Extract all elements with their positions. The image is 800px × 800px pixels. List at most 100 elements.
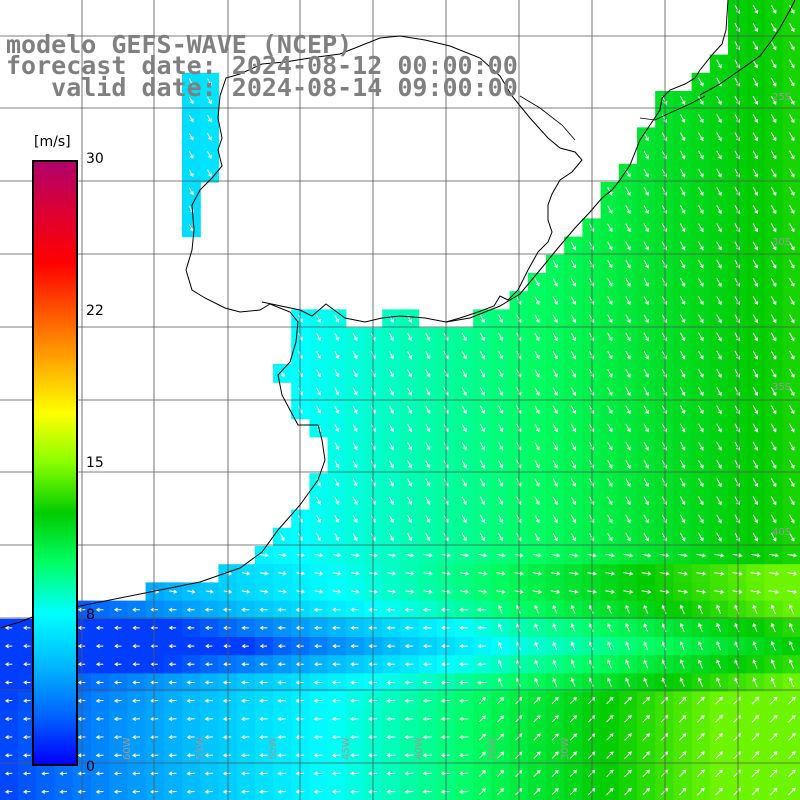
wind-arrow bbox=[278, 571, 287, 576]
wind-arrow bbox=[534, 296, 540, 305]
wind-arrow bbox=[607, 241, 613, 251]
wind-arrow bbox=[587, 571, 597, 576]
wind-arrow bbox=[404, 735, 414, 740]
wind-arrow bbox=[4, 735, 13, 740]
wind-arrow bbox=[551, 769, 559, 777]
wind-arrow bbox=[605, 553, 615, 558]
wind-arrow bbox=[750, 553, 761, 558]
wind-arrow bbox=[716, 423, 722, 433]
wind-arrow bbox=[4, 680, 13, 685]
wind-arrow bbox=[679, 332, 686, 342]
wind-arrow bbox=[625, 659, 631, 669]
wind-arrow bbox=[570, 350, 576, 360]
wind-arrow bbox=[423, 589, 433, 594]
wind-arrow bbox=[606, 751, 614, 759]
wind-arrow bbox=[698, 441, 704, 451]
wind-arrow bbox=[95, 607, 104, 612]
wind-arrow bbox=[316, 478, 322, 487]
wind-arrow bbox=[679, 150, 686, 160]
wind-arrow bbox=[407, 387, 413, 396]
wind-arrow bbox=[404, 716, 414, 722]
wind-arrow bbox=[534, 532, 540, 542]
wind-arrow bbox=[643, 314, 649, 324]
wind-arrow bbox=[552, 496, 558, 506]
wind-arrow bbox=[789, 277, 795, 287]
wind-arrow bbox=[188, 96, 194, 105]
wind-arrow bbox=[752, 423, 759, 433]
wind-arrow bbox=[132, 625, 140, 631]
wind-arrow bbox=[404, 643, 414, 649]
wind-arrow bbox=[241, 789, 250, 794]
wind-arrow bbox=[407, 369, 413, 378]
wind-arrow bbox=[534, 332, 540, 342]
wind-arrow bbox=[316, 369, 322, 378]
wind-arrow bbox=[478, 589, 488, 594]
wind-arrow bbox=[260, 571, 269, 576]
wind-arrow bbox=[388, 496, 394, 505]
wind-arrow bbox=[422, 789, 432, 794]
wind-arrow bbox=[404, 698, 414, 703]
wind-arrow bbox=[334, 478, 340, 487]
longitude-label: 55W bbox=[195, 737, 206, 760]
wind-arrow bbox=[113, 607, 122, 612]
wind-arrow bbox=[497, 787, 505, 796]
wind-arrow bbox=[570, 387, 576, 396]
wind-arrow bbox=[661, 641, 667, 651]
wind-arrow bbox=[404, 771, 414, 776]
wind-arrow bbox=[716, 314, 722, 324]
wind-arrow bbox=[696, 696, 705, 705]
wind-arrow bbox=[205, 662, 213, 667]
wind-arrow bbox=[641, 553, 652, 558]
wind-arrow bbox=[422, 753, 432, 758]
wind-arrow bbox=[407, 533, 413, 542]
wind-arrow bbox=[534, 405, 540, 415]
wind-arrow bbox=[679, 296, 686, 306]
wind-arrow bbox=[497, 769, 505, 777]
wind-arrow bbox=[222, 607, 232, 612]
wind-arrow bbox=[570, 278, 576, 287]
wind-arrow bbox=[734, 478, 740, 488]
wind-arrow bbox=[733, 769, 742, 778]
wind-arrow bbox=[150, 698, 159, 703]
wind-arrow bbox=[425, 442, 431, 451]
wind-arrow bbox=[789, 95, 795, 105]
wind-arrow bbox=[734, 23, 740, 33]
wind-arrow bbox=[625, 350, 631, 360]
wind-arrow bbox=[698, 459, 704, 469]
wind-arrow bbox=[4, 643, 13, 649]
wind-arrow bbox=[186, 625, 195, 631]
wind-arrow bbox=[716, 441, 722, 451]
wind-arrow bbox=[405, 553, 415, 558]
wind-arrow bbox=[659, 589, 670, 594]
wind-arrow bbox=[241, 625, 250, 631]
wind-arrow bbox=[241, 753, 250, 758]
wind-arrow bbox=[207, 169, 212, 178]
wind-arrow bbox=[679, 259, 686, 269]
wind-arrow bbox=[606, 696, 614, 705]
wind-arrow bbox=[716, 532, 722, 542]
wind-arrow bbox=[150, 643, 158, 649]
wind-arrow bbox=[716, 405, 722, 415]
wind-arrow bbox=[479, 332, 485, 342]
wind-arrow bbox=[696, 571, 707, 576]
wind-arrow bbox=[568, 571, 579, 576]
wind-arrow bbox=[479, 387, 485, 396]
wind-arrow bbox=[769, 733, 778, 741]
wind-arrow bbox=[479, 350, 485, 360]
wind-arrow bbox=[698, 641, 703, 651]
wind-arrow bbox=[350, 643, 359, 649]
wind-arrow bbox=[458, 735, 469, 740]
wind-arrow bbox=[752, 405, 759, 415]
wind-arrow bbox=[23, 698, 31, 703]
wind-arrow bbox=[479, 532, 485, 542]
wind-arrow bbox=[425, 460, 431, 469]
latitude-label: 25S bbox=[772, 92, 791, 103]
wind-arrow bbox=[679, 168, 686, 178]
wind-arrow bbox=[534, 369, 540, 378]
wind-arrow bbox=[732, 553, 743, 558]
wind-arrow bbox=[752, 332, 759, 342]
wind-arrow bbox=[607, 350, 613, 360]
wind-arrow bbox=[259, 753, 268, 758]
wind-arrow bbox=[734, 387, 740, 397]
wind-arrow bbox=[698, 350, 704, 360]
